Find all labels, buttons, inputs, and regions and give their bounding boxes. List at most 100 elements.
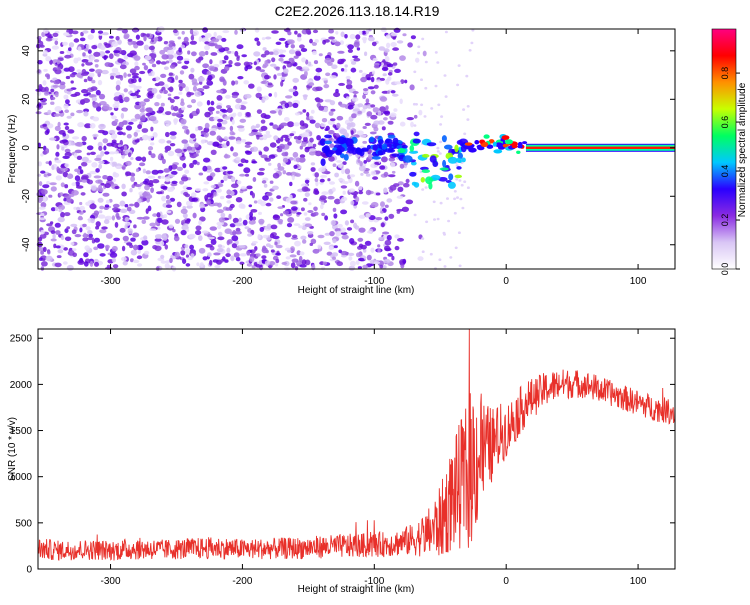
- spectrogram-cell: [212, 63, 220, 68]
- spectrogram-cell: [195, 230, 202, 236]
- spectrogram-cell: [367, 230, 373, 234]
- spectrogram-cell: [369, 136, 375, 143]
- spectrogram-cell: [134, 65, 140, 71]
- spectrogram-cell: [151, 169, 159, 175]
- spectrogram-cell: [229, 130, 235, 136]
- spectrogram-cell: [262, 195, 269, 201]
- spectrogram-cell: [355, 260, 360, 265]
- spectrogram-cell: [176, 55, 184, 61]
- spectrogram-cell: [219, 59, 223, 65]
- spectrogram-cell: [43, 50, 48, 55]
- spectrogram-cell: [393, 27, 401, 33]
- spectrogram-cell: [360, 172, 364, 176]
- spectrogram-cell: [502, 143, 508, 148]
- spectrogram-cell: [252, 216, 257, 221]
- spectrogram-cell: [283, 68, 289, 74]
- spectrogram-cell: [115, 71, 121, 76]
- spectrogram-cell: [51, 45, 60, 50]
- spectrogram-cell: [127, 152, 132, 158]
- spectrogram-cell: [64, 163, 70, 168]
- spectrogram-cell: [258, 218, 265, 225]
- spectrogram-cell: [332, 207, 337, 212]
- spectrogram-cell: [54, 206, 59, 211]
- spectrogram-cell: [243, 167, 251, 174]
- spectrogram-cell: [119, 227, 126, 233]
- spectrogram-cell: [165, 123, 169, 127]
- spectrogram-cell: [192, 159, 198, 165]
- spectrogram-cell: [413, 114, 418, 119]
- spectrogram-cell: [147, 175, 156, 179]
- spectrogram-cell: [354, 180, 360, 187]
- spectrogram-cell: [185, 86, 189, 92]
- spectrogram-cell: [52, 233, 56, 239]
- spectrogram-cell: [372, 107, 380, 113]
- spectrogram-cell: [415, 103, 418, 106]
- spectrogram-cell: [89, 203, 97, 210]
- spectrogram-cell: [132, 244, 139, 251]
- spectrogram-cell: [381, 143, 388, 150]
- spectrogram-cell: [335, 148, 343, 156]
- spectrogram-cell: [290, 200, 298, 205]
- spectrogram-cell: [160, 260, 167, 264]
- spectrogram-cell: [164, 244, 168, 250]
- spectrogram-cell: [225, 253, 231, 258]
- spectrogram-cell: [338, 178, 344, 182]
- spectrogram-cell: [349, 260, 356, 267]
- spectrogram-cell: [289, 133, 295, 137]
- spectrogram-cell: [284, 232, 292, 238]
- spectrogram-cell: [234, 230, 242, 235]
- spectrogram-cell: [112, 103, 120, 109]
- spectrogram-cell: [299, 264, 307, 268]
- spectrogram-cell: [74, 175, 81, 182]
- spectrogram-cell: [409, 84, 415, 91]
- spectrogram-cell: [320, 204, 324, 210]
- spectrogram-cell: [119, 64, 127, 70]
- spectrogram-cell: [117, 58, 124, 64]
- x-tick-label: 0: [503, 276, 509, 287]
- spectrogram-cell: [413, 70, 417, 74]
- spectrogram-cell: [290, 262, 296, 269]
- spectrogram-cell: [392, 36, 396, 40]
- spectrogram-cell: [328, 156, 335, 162]
- spectrogram-cell: [154, 36, 159, 42]
- spectrogram-cell: [330, 118, 336, 122]
- spectrogram-cell: [173, 105, 179, 112]
- spectrogram-cell: [114, 185, 120, 190]
- spectrogram-cell: [442, 231, 446, 235]
- spectrogram-cell: [273, 74, 277, 80]
- x-tick-label: 100: [630, 276, 647, 287]
- spectrogram-cell: [344, 220, 349, 226]
- spectrogram-cell: [157, 154, 161, 160]
- spectrogram-cell: [166, 49, 175, 55]
- spectrogram-cell: [304, 223, 313, 228]
- spectrogram-cell: [340, 209, 348, 215]
- spectrogram-cell: [121, 183, 126, 190]
- spectrogram-cell: [340, 153, 345, 159]
- spectrogram-cell: [169, 257, 173, 264]
- spectrogram-cell: [222, 30, 230, 34]
- spectrogram-cell: [257, 233, 261, 240]
- spectrogram-cell: [81, 179, 88, 183]
- spectrogram-cell: [168, 72, 173, 76]
- spectrogram-cell: [210, 172, 216, 178]
- spectrogram-cell: [269, 233, 275, 239]
- spectrogram-cell: [93, 246, 99, 251]
- spectrogram-cell: [410, 121, 414, 128]
- spectrogram-cell: [439, 167, 449, 171]
- spectrogram-cell: [352, 108, 361, 112]
- spectrogram-cell: [90, 86, 98, 91]
- spectrogram-cell: [85, 61, 93, 66]
- spectrogram-cell: [340, 58, 346, 62]
- spectrogram-cell: [75, 181, 80, 187]
- spectrogram-cell: [342, 161, 347, 166]
- spectrogram-cell: [40, 153, 44, 157]
- spectrogram-cell: [394, 245, 400, 251]
- spectrogram-cell: [308, 150, 316, 156]
- spectrogram-cell: [62, 261, 68, 265]
- spectrogram-cell: [109, 53, 114, 60]
- spectrogram-cell: [279, 143, 285, 150]
- spectrogram-cell: [322, 39, 326, 45]
- spectrogram-cell: [365, 189, 372, 196]
- spectrogram-cell: [176, 201, 182, 208]
- spectrogram-cell: [434, 84, 438, 88]
